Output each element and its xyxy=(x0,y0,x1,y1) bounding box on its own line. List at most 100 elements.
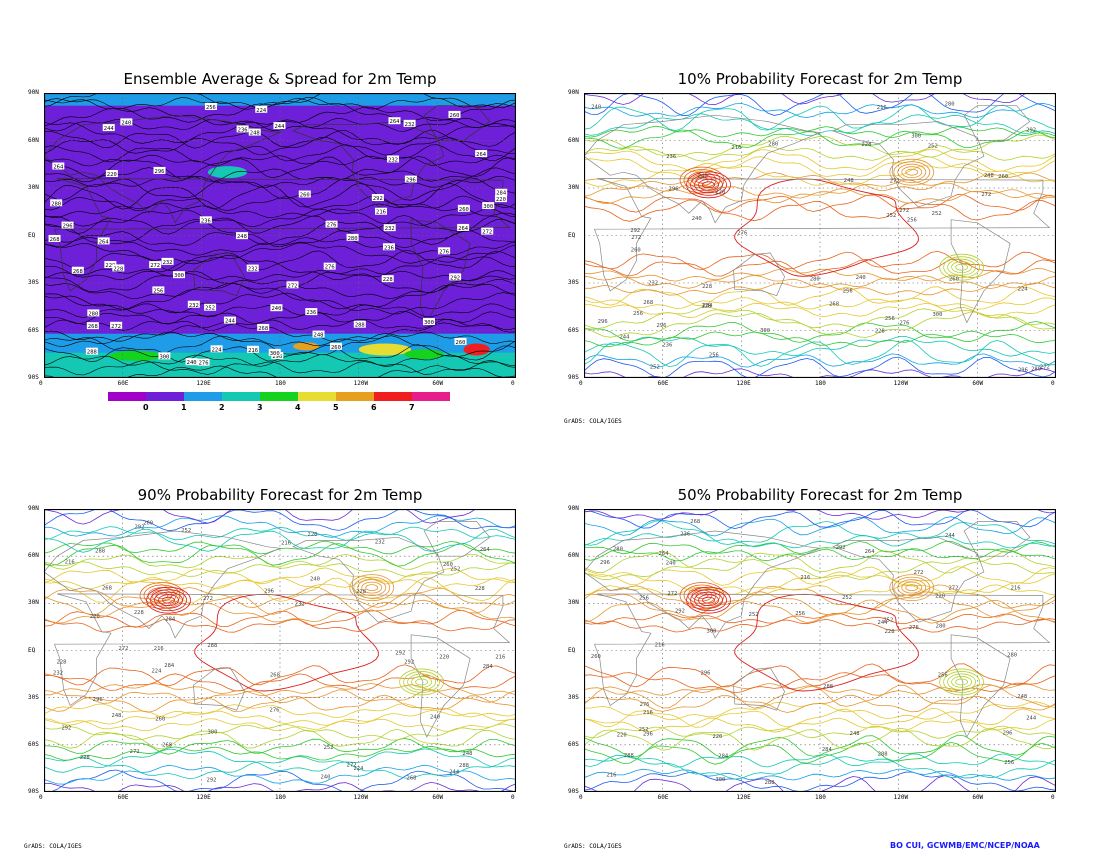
contour-label: 280 xyxy=(87,309,100,317)
contour-label: 260 xyxy=(454,337,467,346)
contour-label: 216 xyxy=(281,540,291,546)
longitude-label: 0 xyxy=(579,794,583,801)
terrain-contour xyxy=(943,256,981,279)
svg-text:272: 272 xyxy=(288,283,298,289)
svg-text:216: 216 xyxy=(376,210,386,216)
spread-map: 2963002562722602642642282922242882402322… xyxy=(44,93,516,378)
svg-text:292: 292 xyxy=(207,777,217,783)
svg-text:260: 260 xyxy=(591,654,601,660)
svg-text:268: 268 xyxy=(643,300,653,306)
contour-label: 216 xyxy=(606,773,616,779)
svg-text:276: 276 xyxy=(327,223,337,229)
contour-label: 240 xyxy=(185,358,198,366)
latitude-label: 90N xyxy=(568,505,579,512)
contour-line xyxy=(584,753,1056,768)
contour-line xyxy=(584,321,1056,343)
contour-label: 256 xyxy=(843,289,853,295)
longitude-label: 0 xyxy=(39,794,43,801)
contour-label: 244 xyxy=(945,533,956,539)
contour-label: 268 xyxy=(690,519,700,525)
svg-text:260: 260 xyxy=(450,113,460,119)
contour-line xyxy=(584,707,1056,728)
latitude-label: EQ xyxy=(28,646,36,654)
svg-text:276: 276 xyxy=(199,361,209,367)
latitude-label: 30S xyxy=(568,693,579,701)
contour-label: 280 xyxy=(1007,653,1017,659)
contour-label: 272 xyxy=(981,192,991,198)
contour-label: 268 xyxy=(643,300,653,306)
svg-text:256: 256 xyxy=(633,311,643,317)
contour-label: 280 xyxy=(50,199,63,207)
colorbar-segment xyxy=(260,392,298,401)
terrain-contour xyxy=(695,592,709,599)
contour-line xyxy=(584,540,1056,555)
contour-label: 228 xyxy=(134,610,144,616)
longitude-label: 120E xyxy=(196,380,211,387)
svg-text:216: 216 xyxy=(643,710,653,716)
svg-text:296: 296 xyxy=(406,178,416,184)
contour-label: 296 xyxy=(643,731,653,737)
contour-label: 216 xyxy=(375,207,388,216)
continent-outline xyxy=(832,121,985,208)
terrain-contour xyxy=(905,168,919,176)
tropical-contour xyxy=(734,593,919,692)
contour-label: 216 xyxy=(495,654,505,660)
continent-outline xyxy=(292,536,445,623)
contour-label: 280 xyxy=(810,277,820,283)
contour-label: 216 xyxy=(65,559,75,565)
contour-label: 284 xyxy=(718,753,729,759)
svg-text:228: 228 xyxy=(113,266,123,272)
contour-label: 248 xyxy=(248,128,261,137)
contour-label: 232 xyxy=(246,264,259,273)
longitude-label: 120W xyxy=(353,794,369,801)
map-frame xyxy=(44,509,516,792)
svg-text:240: 240 xyxy=(692,216,702,222)
continent-outline xyxy=(963,521,1031,557)
svg-text:300: 300 xyxy=(207,730,217,736)
svg-text:256: 256 xyxy=(709,353,719,359)
svg-text:276: 276 xyxy=(325,265,335,271)
svg-text:296: 296 xyxy=(701,670,711,676)
svg-text:300: 300 xyxy=(911,133,921,139)
svg-text:272: 272 xyxy=(890,178,900,184)
terrain-contour xyxy=(893,576,931,599)
svg-text:232: 232 xyxy=(53,671,63,677)
svg-text:224: 224 xyxy=(256,108,267,114)
contour-label: 224 xyxy=(255,105,268,114)
svg-text:236: 236 xyxy=(662,343,672,349)
contour-label: 292 xyxy=(134,525,144,531)
contour-label: 264 xyxy=(52,162,65,171)
contour-label: 284 xyxy=(165,617,176,623)
longitude-label: 60W xyxy=(432,380,444,387)
terrain-contour xyxy=(897,163,927,181)
svg-text:216: 216 xyxy=(495,654,505,660)
svg-text:216: 216 xyxy=(1011,585,1021,591)
latitude-label: 30S xyxy=(28,693,39,701)
contour-label: 228 xyxy=(702,284,712,290)
svg-text:296: 296 xyxy=(1018,368,1028,374)
probability-map: 2362402602922402282402802522722962722402… xyxy=(584,93,1056,378)
contour-line xyxy=(44,689,516,705)
svg-text:280: 280 xyxy=(613,547,623,553)
contour-label: 240 xyxy=(591,105,601,111)
contour-label: 264 xyxy=(457,223,470,232)
svg-text:280: 280 xyxy=(810,277,820,283)
continent-outline xyxy=(584,114,822,224)
contour-label: 252 xyxy=(842,595,852,601)
contour-label: 296 xyxy=(600,560,610,566)
svg-text:272: 272 xyxy=(482,230,492,236)
continent-outline xyxy=(593,593,1051,707)
contour-line xyxy=(44,129,516,149)
contour-line xyxy=(584,188,1056,205)
terrain-contour xyxy=(939,668,985,696)
svg-text:268: 268 xyxy=(690,519,700,525)
contour-label: 240 xyxy=(310,576,320,582)
contour-label: 276 xyxy=(270,707,280,713)
svg-text:268: 268 xyxy=(270,673,280,679)
continent-outline xyxy=(733,667,785,711)
continent-outline xyxy=(193,667,245,711)
svg-text:256: 256 xyxy=(206,105,216,111)
contour-label: 252 xyxy=(639,727,649,733)
svg-text:228: 228 xyxy=(702,284,712,290)
contour-label: 244 xyxy=(1026,716,1037,722)
